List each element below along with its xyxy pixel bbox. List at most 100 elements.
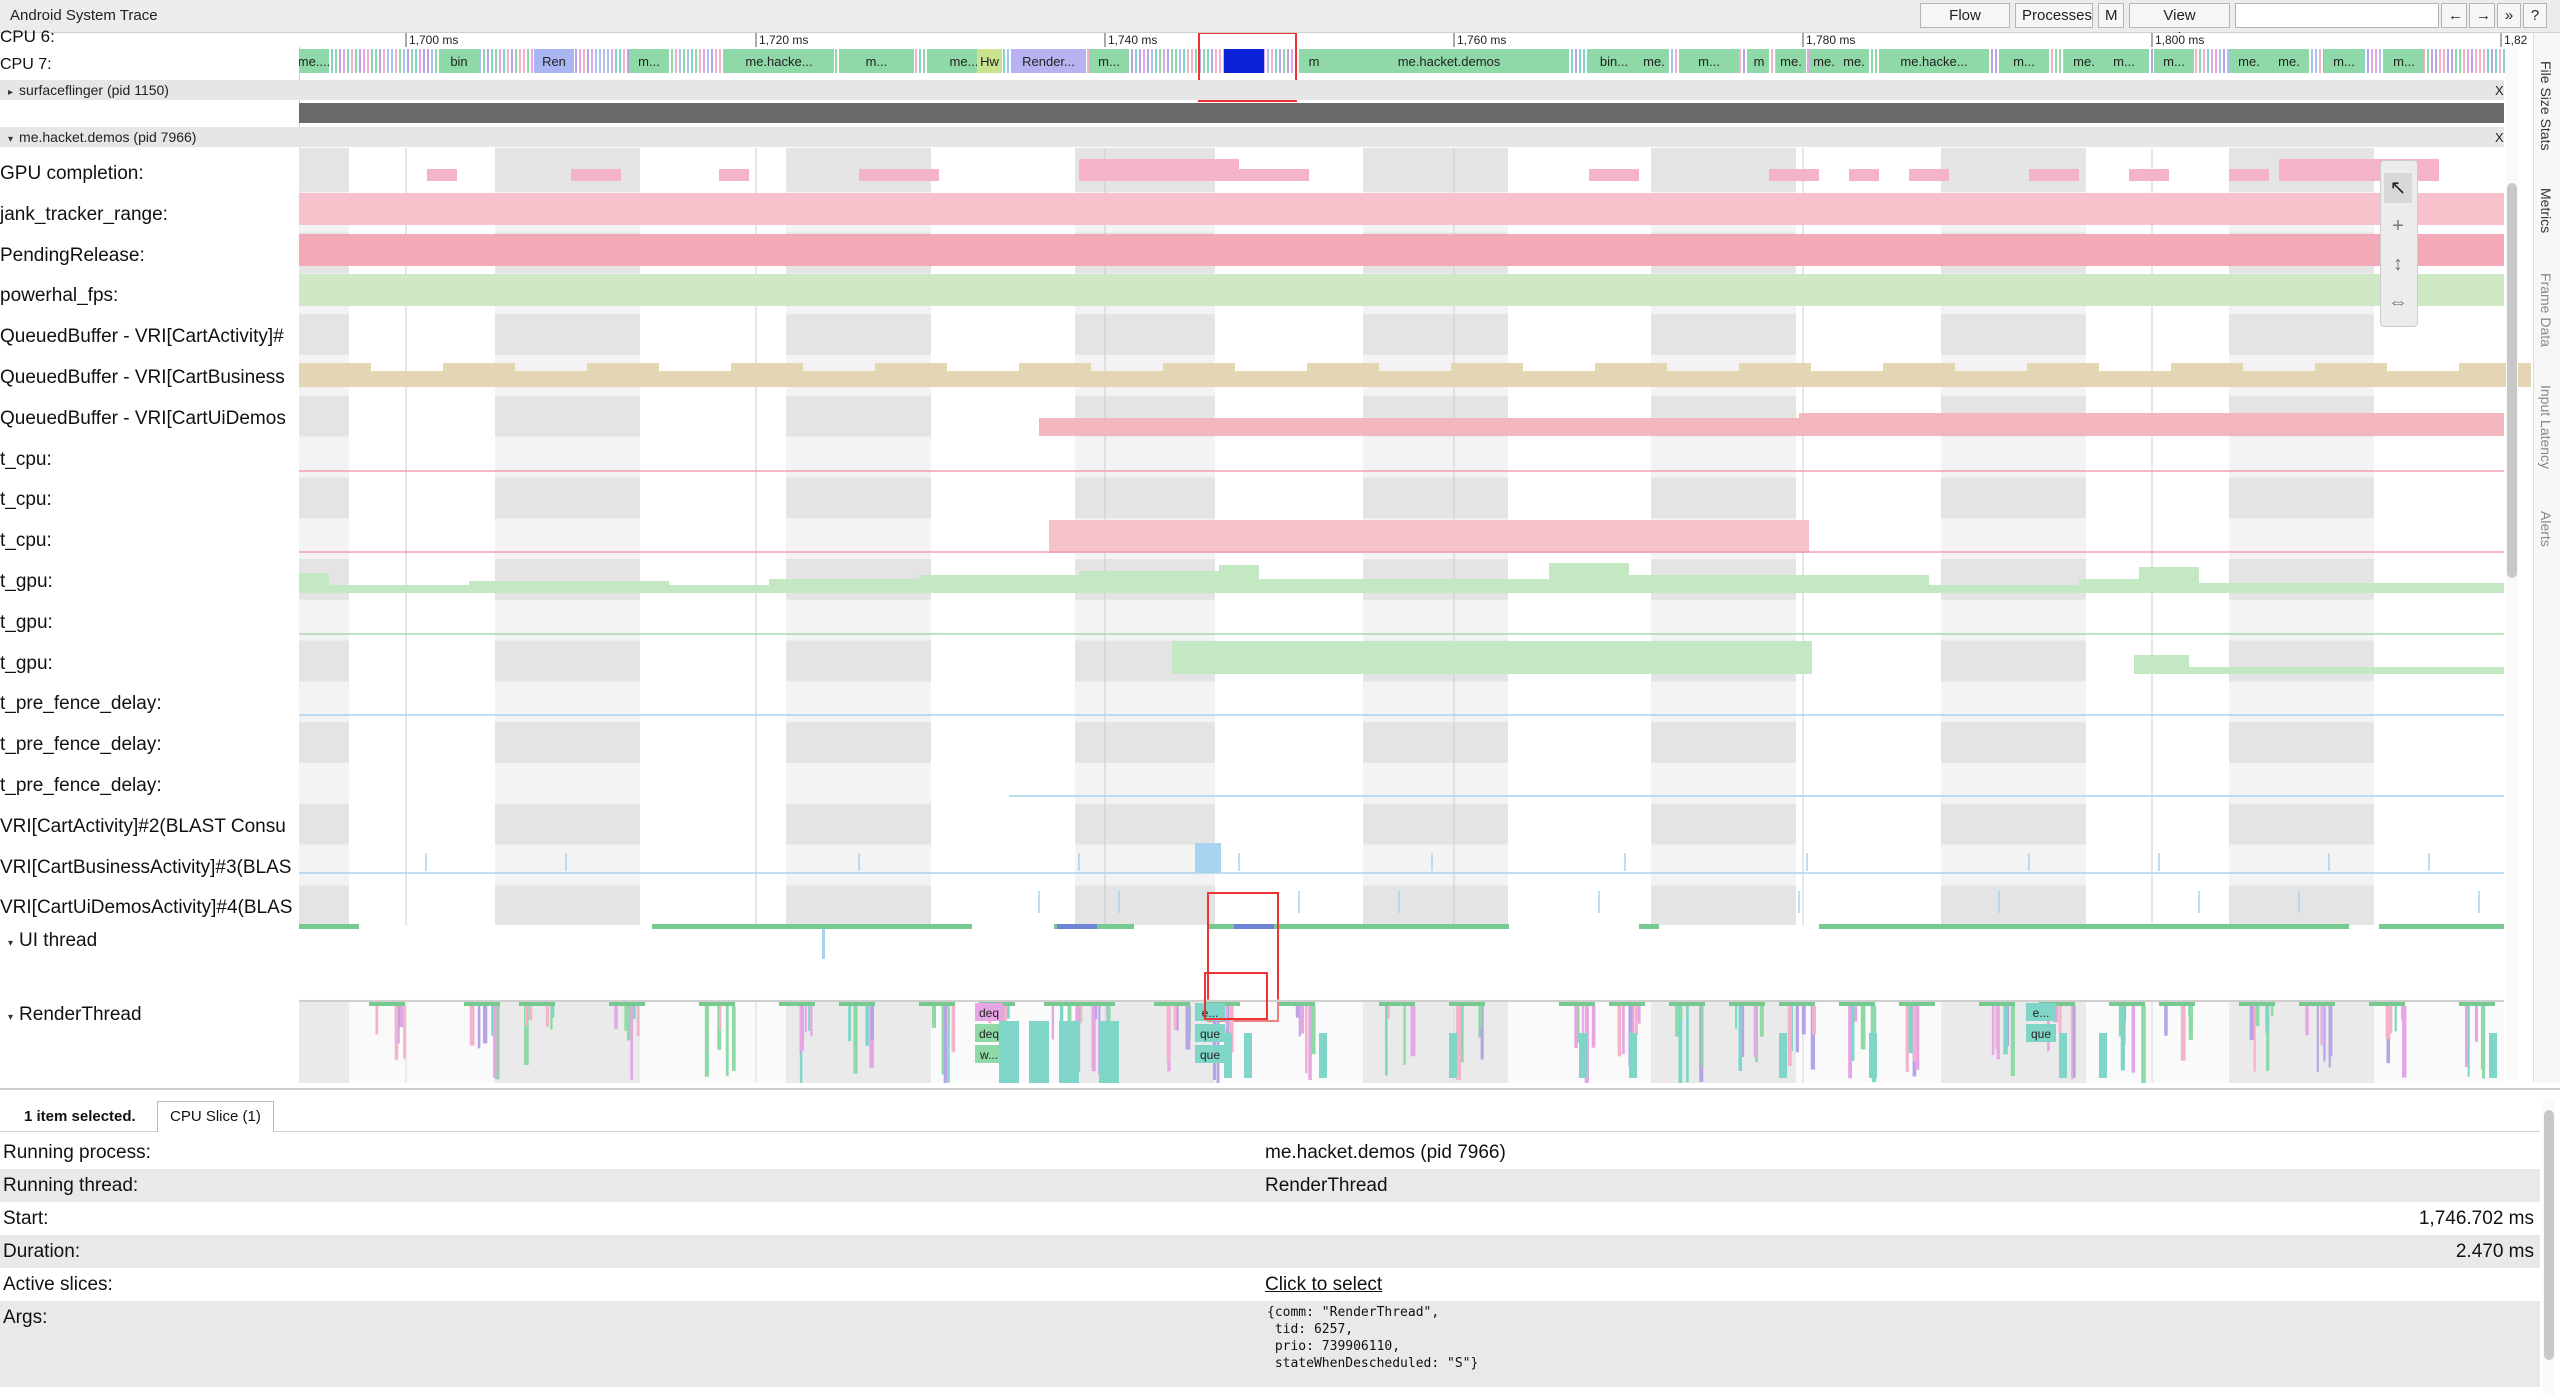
next-arrow-button[interactable]: → — [2469, 3, 2495, 28]
cpu-slice-sliver — [2487, 49, 2489, 73]
render-thread-slice — [1299, 1006, 1305, 1034]
t-gpu-mark — [919, 575, 1079, 593]
search-input[interactable] — [2235, 3, 2439, 28]
cpu-slice-label: me. — [2238, 54, 2260, 69]
track-label: t_cpu: — [0, 448, 52, 470]
pan-tool-icon[interactable]: + — [2392, 215, 2404, 237]
render-thread-slice — [1577, 1006, 1580, 1043]
render-thread-slice — [1099, 1021, 1119, 1083]
view-options-button[interactable]: View Options — [2129, 3, 2230, 47]
render-thread-slice — [947, 1006, 950, 1026]
help-button[interactable]: ? — [2523, 3, 2547, 28]
render-thread-slice — [1622, 1006, 1625, 1055]
cpu-slice-sliver — [1279, 49, 1281, 73]
cpu-slice-sliver — [919, 49, 921, 73]
queued-buffer-mark — [1955, 371, 2027, 387]
tab-input-latency[interactable]: Input Latency — [2538, 385, 2554, 470]
render-thread-slice — [2249, 1006, 2255, 1041]
render-thread-slice — [839, 1000, 875, 1006]
queued-buffer-mark — [1811, 371, 1883, 387]
tab-metrics[interactable]: Metrics — [2538, 188, 2554, 234]
cpu7-label: CPU 7: — [0, 56, 52, 73]
m-button[interactable]: M — [2098, 3, 2124, 28]
cpu-slice-label: m... — [2013, 54, 2035, 69]
top-toolbar: Android System Trace Flow events Process… — [0, 0, 2560, 47]
track-row-bg — [299, 763, 2504, 804]
tab-alerts[interactable]: Alerts — [2538, 511, 2554, 547]
more-button[interactable]: » — [2497, 3, 2521, 28]
demos-process-header[interactable]: ▾ me.hacket.demos (pid 7966) — [0, 127, 299, 147]
cpu-slice-sliver — [2447, 49, 2449, 73]
render-thread-slice — [1851, 1006, 1855, 1061]
details-scrollbar-thumb[interactable] — [2544, 1110, 2554, 1360]
cpu-slice-sliver — [719, 49, 721, 73]
timeline-scrollbar-thumb[interactable] — [2507, 183, 2517, 578]
cpu-slice-sliver — [1159, 49, 1161, 73]
tab-frame-data[interactable]: Frame Data — [2538, 273, 2554, 347]
processes-button[interactable]: Processes — [2015, 3, 2093, 28]
tab-cpu-slice[interactable]: CPU Slice (1) — [157, 1101, 274, 1132]
zoom-tool-icon[interactable]: ↕ — [2393, 253, 2403, 275]
pending-release-mark — [299, 234, 2504, 266]
render-thread-slice — [1154, 1000, 1190, 1006]
render-thread-slice — [2026, 1024, 2056, 1042]
render-thread-slice — [1680, 1006, 1683, 1021]
t-gpu-mark — [1219, 565, 1259, 593]
cpu-slice-sliver — [2431, 49, 2433, 73]
click-to-select-link[interactable]: Click to select — [1265, 1274, 1383, 1295]
render-thread-slice — [1216, 1006, 1220, 1083]
cpu-slice-sliver — [587, 49, 589, 73]
cpu-slice-sliver — [423, 49, 425, 73]
cpu-slice-sliver — [1575, 49, 1577, 73]
cpu-slice-sliver — [2471, 49, 2473, 73]
cpu-slice-sliver — [615, 49, 617, 73]
cpu-slice-sliver — [519, 49, 521, 73]
cpu-slice-label: Ren — [542, 54, 566, 69]
render-thread-slice — [2299, 1000, 2335, 1006]
cpu-slice — [1089, 49, 1129, 73]
cpu-slice-label: me.hacke... — [1900, 54, 1967, 69]
cpu-slice — [534, 49, 574, 73]
render-thread-slice — [1279, 1000, 1315, 1006]
cpu-slice — [2324, 49, 2364, 73]
cpu-slice — [2154, 49, 2194, 73]
flow-events-button[interactable]: Flow events — [1920, 3, 2010, 47]
render-thread-slice — [1379, 1000, 1415, 1006]
cpu-slice-sliver — [359, 49, 361, 73]
prev-arrow-button[interactable]: ← — [2441, 3, 2467, 28]
detail-row-start: Start: 1,746.702 ms — [3, 1208, 2534, 1229]
timeline-area[interactable]: 1,700 ms 1,720 ms 1,740 ms 1,760 ms 1,780 ms… — [299, 33, 2533, 1083]
ui-thread-label[interactable]: ▾ UI thread — [8, 930, 98, 951]
cpu-slice — [1329, 49, 1569, 73]
surfaceflinger-process-header[interactable]: ▸ surfaceflinger (pid 1150) — [0, 80, 299, 100]
render-thread-slice — [1908, 1006, 1913, 1054]
render-thread-slice — [1225, 1006, 1228, 1030]
cpu-slice-sliver — [395, 49, 397, 73]
render-thread-slice — [1787, 1006, 1792, 1066]
queued-buffer-mark — [1163, 363, 1235, 387]
cpu-slice — [1679, 49, 1739, 73]
selection-highlight-box — [1204, 972, 1268, 1020]
cpu-slice-sliver — [1207, 49, 1209, 73]
tab-file-size-stats[interactable]: File Size Stats — [2538, 61, 2554, 151]
render-thread-slice — [1094, 1006, 1098, 1019]
render-thread-slice — [1795, 1006, 1799, 1053]
track-label: GPU completion: — [0, 163, 144, 184]
t-gpu-mark — [2189, 667, 2504, 674]
render-thread-slice — [1079, 1000, 1115, 1006]
render-thread-slice — [2270, 1006, 2274, 1017]
render-thread-slice — [2120, 1006, 2125, 1071]
cpu-slice-sliver — [2491, 49, 2493, 73]
render-thread-slice — [2323, 1006, 2326, 1062]
timeline-scrollbar[interactable] — [2506, 48, 2518, 1080]
track-label: jank_tracker_range: — [0, 203, 168, 225]
render-thread-label[interactable]: ▾ RenderThread — [8, 1004, 142, 1025]
details-scrollbar[interactable] — [2543, 1100, 2555, 1395]
render-thread-slice-label: que — [2031, 1027, 2051, 1041]
selection-highlight-box — [1207, 892, 1279, 1022]
select-tool-icon[interactable]: ↖ — [2384, 173, 2412, 203]
cpu-slice — [1011, 49, 1086, 73]
cpu-slice-sliver — [2475, 49, 2477, 73]
timing-tool-icon[interactable]: ⇔ — [2388, 291, 2408, 313]
cpu-slice-sliver — [2499, 49, 2501, 73]
